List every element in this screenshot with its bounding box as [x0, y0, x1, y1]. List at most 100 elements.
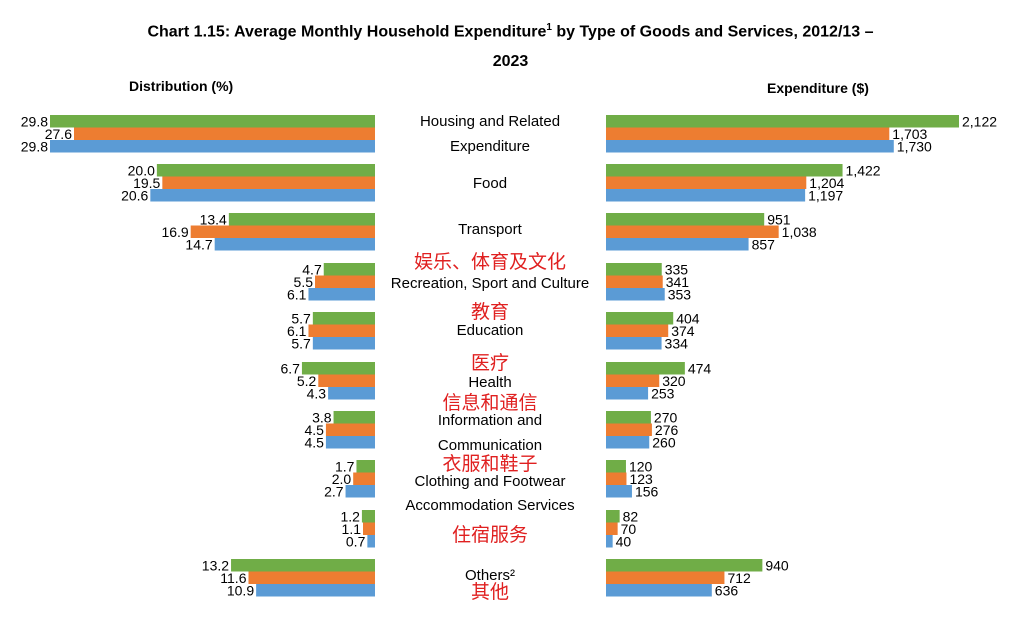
right-bar [606, 288, 665, 301]
left-bar [228, 213, 375, 226]
category-label: Food [473, 175, 507, 192]
chinese-annotation: 教育 [471, 301, 509, 323]
right-bar-value: 857 [752, 237, 776, 253]
category-label: Housing and Related [420, 113, 560, 130]
right-bar [606, 275, 663, 288]
right-bar-value: 156 [635, 484, 659, 500]
right-bar-value: 40 [616, 534, 632, 550]
right-bar-value: 123 [629, 471, 653, 487]
left-bar [73, 127, 375, 140]
left-bar-value: 10.9 [227, 583, 254, 599]
right-bar-value: 474 [688, 361, 712, 377]
right-bar-value: 341 [666, 274, 690, 290]
left-bar [361, 510, 375, 523]
left-bar [356, 460, 375, 473]
chinese-annotation: 衣服和鞋子 [442, 453, 537, 475]
left-bar [248, 571, 375, 584]
left-bar [312, 312, 375, 325]
category-label: Recreation, Sport and Culture [391, 275, 589, 292]
right-bar [606, 189, 806, 202]
left-panel-heading: Distribution (%) [129, 78, 234, 94]
category-label: Expenditure [450, 138, 530, 155]
left-bar [363, 522, 375, 535]
right-bar [606, 387, 649, 400]
category-label: Communication [438, 437, 542, 454]
right-bar [606, 140, 894, 153]
left-bar-value: 5.7 [291, 336, 311, 352]
right-bar [606, 571, 725, 584]
left-bar [308, 324, 375, 337]
right-bar [606, 559, 763, 572]
right-bar [606, 584, 712, 597]
right-bar-value: 951 [767, 212, 791, 228]
right-bar-value: 334 [665, 336, 689, 352]
right-bar-value: 1,703 [892, 126, 927, 142]
left-bar [328, 387, 375, 400]
right-bar-value: 1,730 [897, 139, 932, 155]
left-bar-value: 20.6 [121, 188, 148, 204]
left-bar [308, 288, 375, 301]
right-bar [606, 485, 632, 498]
left-bar-value: 5.2 [297, 373, 317, 389]
left-bar-value: 5.7 [291, 311, 311, 327]
left-bar-value: 6.1 [287, 287, 307, 303]
left-bar-value: 16.9 [161, 224, 188, 240]
right-bar [606, 510, 620, 523]
left-bar-value: 13.4 [200, 212, 227, 228]
left-bar-value: 5.5 [294, 274, 314, 290]
left-bar-value: 13.2 [202, 558, 229, 574]
right-bar-value: 270 [654, 410, 678, 426]
left-bar [315, 275, 375, 288]
left-bar [156, 164, 375, 177]
left-bar [345, 485, 375, 498]
left-bar [50, 115, 375, 128]
chart-title-footnote-mark: 1 [546, 22, 552, 33]
chart-title-rest: by Type of Goods and Services, 2012/13 – [551, 23, 874, 41]
category-label: Others² [465, 567, 515, 584]
left-bar [333, 411, 375, 424]
right-bar-value: 276 [655, 422, 679, 438]
chinese-annotation: 信息和通信 [442, 392, 537, 414]
left-bar [50, 140, 375, 153]
right-bar [606, 238, 749, 251]
right-bar [606, 115, 959, 128]
category-label: Information and [438, 412, 542, 429]
right-bar-value: 353 [668, 287, 692, 303]
chart-title-line-2: 2023 [492, 53, 529, 70]
chinese-annotation: 其他 [471, 581, 509, 603]
category-label: Health [468, 374, 511, 391]
left-bar-value: 2.7 [324, 484, 344, 500]
left-bar-value: 0.7 [346, 534, 366, 550]
left-bar [353, 472, 375, 485]
right-bar [606, 460, 626, 473]
category-label: Clothing and Footwear [415, 473, 566, 490]
left-bar-value: 6.1 [287, 323, 307, 339]
right-bar [606, 423, 652, 436]
category-label: Education [457, 322, 524, 339]
right-bar [606, 263, 662, 276]
right-bar [606, 411, 651, 424]
right-bar [606, 164, 843, 177]
left-bar [214, 238, 375, 251]
left-bar [325, 436, 375, 449]
right-bar-value: 1,422 [846, 163, 881, 179]
chart-title-main: Chart 1.15: Average Monthly Household Ex… [147, 23, 547, 41]
right-bar-value: 82 [623, 509, 639, 525]
right-bar-value: 120 [629, 459, 653, 475]
left-bar-value: 1.2 [340, 509, 360, 525]
category-label: Accommodation Services [405, 497, 574, 514]
right-bar [606, 225, 779, 238]
left-bar-value: 19.5 [133, 175, 160, 191]
left-bar-value: 4.5 [304, 422, 324, 438]
left-bar-value: 29.8 [21, 139, 48, 155]
chinese-annotation: 娱乐、体育及文化 [414, 251, 566, 273]
left-bar [150, 189, 375, 202]
right-bar-value: 70 [621, 521, 637, 537]
right-bar [606, 324, 669, 337]
right-bar [606, 522, 618, 535]
left-bar-value: 6.7 [280, 361, 300, 377]
left-bar-value: 4.5 [304, 435, 324, 451]
right-bar [606, 436, 650, 449]
chinese-annotation: 住宿服务 [452, 524, 528, 546]
